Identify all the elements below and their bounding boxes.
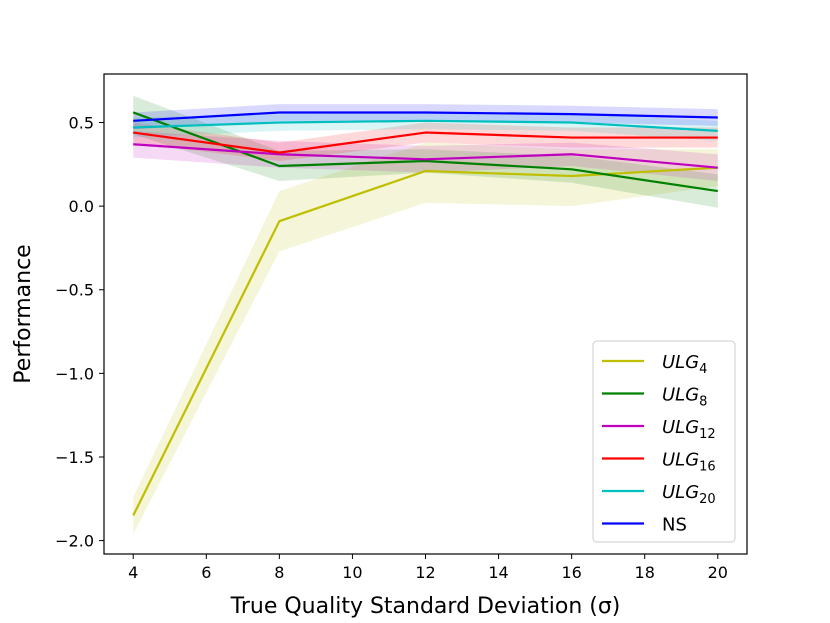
x-tick-label: 4 — [128, 563, 138, 582]
x-tick-label: 8 — [274, 563, 284, 582]
legend-label-ulg20: ULG20 — [662, 482, 716, 507]
series-line-ulg16 — [133, 131, 718, 154]
confidence-bands — [133, 95, 718, 534]
x-tick-label: 6 — [201, 563, 211, 582]
series-line-ns — [133, 111, 718, 122]
y-tick-label: −2.0 — [55, 532, 94, 551]
x-tick-label: 18 — [635, 563, 655, 582]
legend-label-ulg4: ULG4 — [662, 352, 707, 377]
legend-label-ulg8: ULG8 — [662, 385, 707, 410]
y-tick-label: 0.0 — [69, 197, 94, 216]
confidence-band-ulg8 — [133, 95, 718, 208]
confidence-band-ulg12 — [133, 130, 718, 182]
confidence-band-ns — [133, 104, 718, 130]
y-axis-ticks: −2.0 −1.5 −1.0 −0.5 0.0 0.5 — [55, 114, 104, 551]
legend-label-ns: NS — [662, 515, 687, 536]
y-tick-label: −1.0 — [55, 364, 94, 383]
confidence-band-ulg4 — [133, 142, 718, 534]
confidence-band-ulg16 — [133, 122, 718, 161]
legend: ULG4 ULG8 ULG12 ULG16 ULG20 NS — [592, 340, 736, 543]
x-axis-ticks: 4 6 8 10 12 14 16 18 20 — [128, 554, 728, 582]
y-tick-label: −0.5 — [55, 281, 94, 300]
y-axis-label: Performance — [11, 244, 36, 383]
confidence-band-ulg20 — [133, 112, 718, 141]
series-line-ulg12 — [133, 143, 718, 169]
series-line-ulg8 — [132, 111, 718, 193]
y-tick-label: −1.5 — [55, 448, 94, 467]
x-tick-label: 12 — [415, 563, 435, 582]
series-line-ulg4 — [132, 166, 718, 517]
x-tick-label: 14 — [488, 563, 508, 582]
series-lines — [132, 111, 718, 517]
legend-label-ulg12: ULG12 — [662, 417, 716, 442]
x-axis-label: True Quality Standard Deviation (σ) — [230, 594, 621, 619]
x-tick-label: 16 — [561, 563, 581, 582]
x-tick-label: 20 — [708, 563, 728, 582]
legend-label-ulg16: ULG16 — [662, 450, 716, 475]
x-tick-label: 10 — [342, 563, 362, 582]
y-tick-label: 0.5 — [69, 114, 94, 133]
series-line-ulg20 — [133, 119, 718, 132]
